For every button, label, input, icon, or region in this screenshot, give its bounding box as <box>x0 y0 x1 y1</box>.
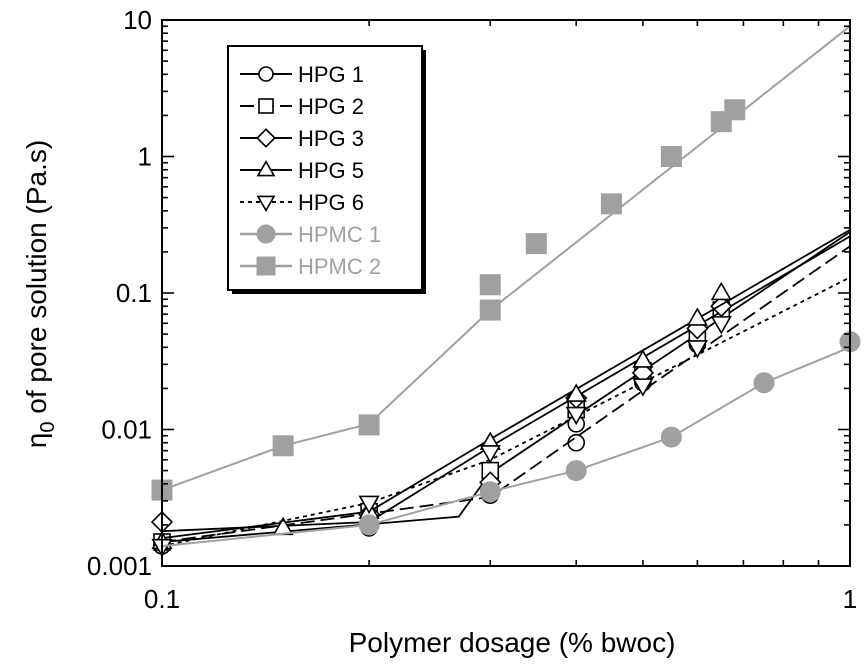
legend-marker <box>256 256 276 276</box>
legend-item-hpmc-2: HPMC 2 <box>240 254 381 279</box>
y-tick-label: 1 <box>138 142 152 172</box>
series-line <box>161 276 851 547</box>
data-point <box>565 406 587 426</box>
data-point <box>358 414 380 436</box>
legend-item-hpg-6: HPG 6 <box>240 190 364 215</box>
series-hpmc-1 <box>161 331 861 548</box>
data-point <box>479 445 501 464</box>
data-point <box>565 383 587 402</box>
series-hpmc-2 <box>151 25 851 501</box>
legend-label: HPG 5 <box>298 158 364 183</box>
series-line <box>161 346 851 548</box>
y-tick-label: 0.001 <box>87 551 152 581</box>
series-line <box>161 235 851 533</box>
data-point <box>272 435 294 457</box>
legend-box <box>227 45 423 291</box>
legend-label: HPMC 1 <box>298 222 381 247</box>
data-point <box>632 378 654 397</box>
data-point <box>724 99 746 121</box>
legend-marker <box>256 159 276 177</box>
legend-marker <box>258 98 274 114</box>
data-point <box>632 349 654 368</box>
data-point <box>479 274 501 296</box>
data-point <box>525 233 547 255</box>
data-point <box>358 514 380 536</box>
data-point <box>710 281 732 301</box>
y-axis-title-rest: of pore solution (Pa.s) <box>21 140 52 422</box>
legend-marker <box>256 224 276 244</box>
legend-label: HPG 2 <box>298 94 364 119</box>
legend-item-hpg-3: HPG 3 <box>240 126 364 151</box>
x-tick-label: 0.1 <box>144 584 180 614</box>
data-point <box>479 299 501 321</box>
data-point <box>686 340 708 359</box>
series-hpg-6 <box>151 276 851 558</box>
legend: HPG 1 HPG 2 HPG 3 HPG 5 HPG 6 HPMC 1 HPMC 2 <box>227 45 426 294</box>
legend-label: HPG 1 <box>298 62 364 87</box>
y-tick-label: 10 <box>123 5 152 35</box>
legend-item-hpg-5: HPG 5 <box>240 158 364 183</box>
data-point <box>710 316 732 335</box>
x-axis-title: Polymer dosage (% bwoc) <box>349 627 676 658</box>
y-tick-label: 0.1 <box>116 278 152 308</box>
y-axis-title: η0 of pore solution (Pa.s) <box>21 140 59 448</box>
legend-item-hpg-2: HPG 2 <box>240 94 364 119</box>
data-point <box>565 460 587 482</box>
data-point <box>753 372 775 394</box>
legend-marker <box>256 195 276 213</box>
data-point <box>686 307 708 326</box>
data-point <box>660 426 682 448</box>
legend-marker <box>258 66 274 82</box>
data-point <box>358 495 380 515</box>
data-point <box>660 146 682 167</box>
plot-layer <box>150 25 861 558</box>
tick-layer: 0.001 0.01 0.1 1 10 0.1 1 <box>87 5 857 614</box>
y-axis-symbol: η <box>21 433 52 449</box>
x-tick-label: 1 <box>843 584 857 614</box>
legend-label: HPMC 2 <box>298 254 381 279</box>
data-point <box>479 481 501 503</box>
legend-label: HPG 3 <box>298 126 364 151</box>
legend-marker <box>256 128 276 148</box>
series-line <box>161 231 851 543</box>
y-tick-label: 0.01 <box>101 415 152 445</box>
legend-item-hpmc-1: HPMC 1 <box>240 222 381 247</box>
y-axis-subscript: 0 <box>37 422 59 433</box>
data-point <box>567 433 586 452</box>
legend-item-hpg-1: HPG 1 <box>240 62 364 87</box>
data-point <box>600 193 622 215</box>
legend-label: HPG 6 <box>298 190 364 215</box>
